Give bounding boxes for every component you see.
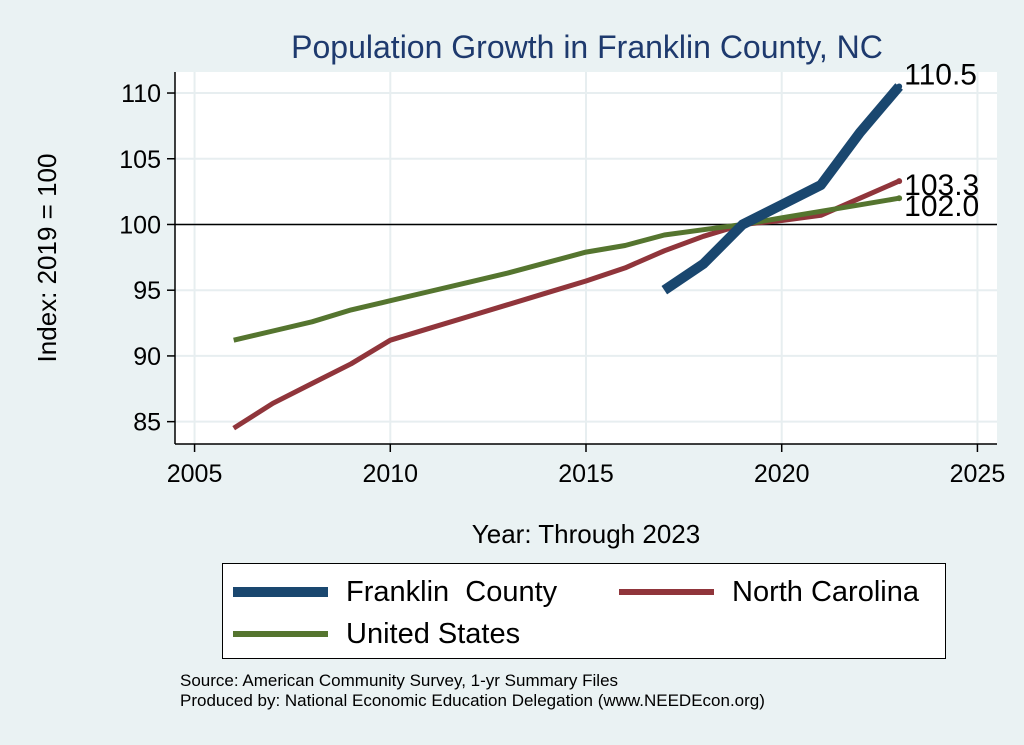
x-tick-label-2005: 2005 bbox=[167, 460, 223, 488]
y-tick-label-95: 95 bbox=[133, 277, 161, 305]
producer-line: Produced by: National Economic Education… bbox=[180, 691, 765, 710]
source-note: Source: American Community Survey, 1-yr … bbox=[180, 671, 765, 711]
legend: Franklin County North Carolina United St… bbox=[222, 563, 946, 659]
legend-label-united-states: United States bbox=[346, 617, 521, 650]
x-tick-label-2015: 2015 bbox=[558, 460, 614, 488]
end-label-united-states: 102.0 bbox=[904, 190, 979, 223]
legend-item-franklin-county: Franklin County bbox=[233, 575, 557, 609]
series-end-marker-united-states bbox=[896, 195, 903, 202]
series-lines bbox=[232, 83, 903, 431]
legend-swatch-franklin-county bbox=[233, 587, 328, 597]
series-line-north-carolina bbox=[232, 178, 901, 431]
x-axis-label: Year: Through 2023 bbox=[472, 519, 700, 549]
chart-title: Population Growth in Franklin County, NC bbox=[291, 29, 883, 65]
legend-label-north-carolina: North Carolina bbox=[732, 575, 919, 608]
axes: 85 90 95 100 105 110 2005 2010 2015 2020 2025 bbox=[119, 72, 1005, 488]
legend-item-united-states: United States bbox=[233, 617, 520, 651]
source-line: Source: American Community Survey, 1-yr … bbox=[180, 671, 619, 690]
legend-item-north-carolina: North Carolina bbox=[619, 575, 919, 609]
y-tick-label-85: 85 bbox=[133, 409, 161, 437]
y-tick-label-110: 110 bbox=[121, 80, 161, 108]
series-end-marker-north-carolina bbox=[896, 178, 903, 185]
y-tick-label-105: 105 bbox=[119, 146, 161, 174]
x-tick-label-2020: 2020 bbox=[754, 460, 810, 488]
series-end-marker-franklin-county bbox=[896, 83, 903, 90]
y-tick-label-90: 90 bbox=[133, 343, 161, 371]
x-tick-label-2010: 2010 bbox=[362, 460, 418, 488]
legend-label-franklin-county: Franklin County bbox=[346, 575, 558, 608]
line-chart: Population Growth in Franklin County, NC… bbox=[32, 29, 1005, 549]
grid-lines bbox=[175, 72, 997, 444]
x-tick-label-2025: 2025 bbox=[950, 460, 1006, 488]
series-line-united-states bbox=[233, 195, 900, 343]
series-line-franklin-county bbox=[661, 83, 903, 295]
y-tick-label-100: 100 bbox=[119, 211, 161, 239]
legend-swatch-north-carolina bbox=[619, 589, 714, 595]
y-axis-label: Index: 2019 = 100 bbox=[32, 154, 62, 363]
legend-swatch-united-states bbox=[233, 631, 328, 637]
end-label-north-carolina: 103.3 bbox=[904, 169, 979, 202]
end-label-franklin-county: 110.5 bbox=[904, 58, 977, 91]
